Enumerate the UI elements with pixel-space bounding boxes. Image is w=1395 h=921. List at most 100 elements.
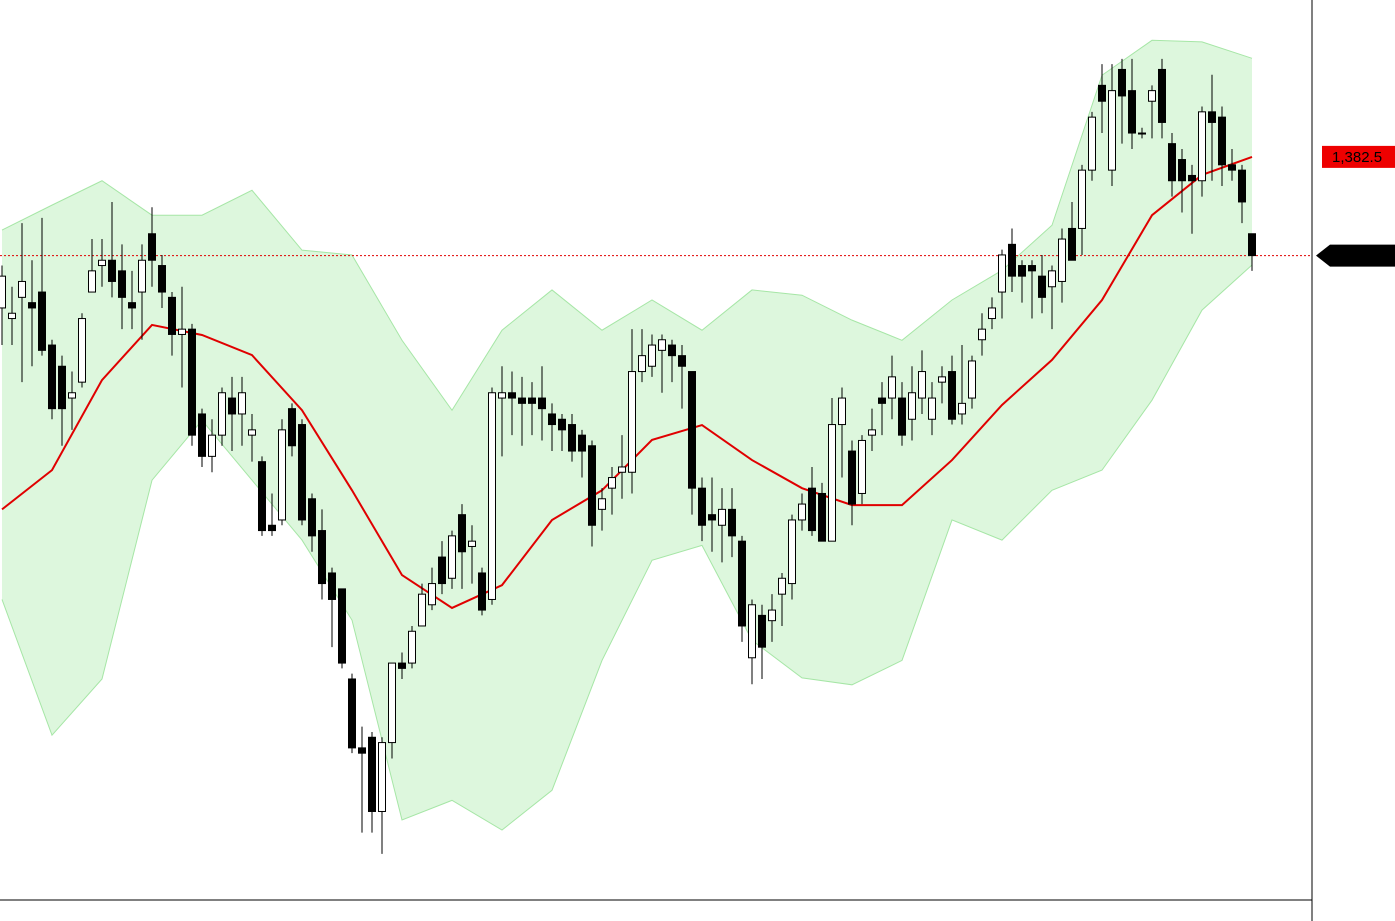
band-fill (2, 40, 1252, 831)
candle-body (238, 392, 246, 415)
candle-body (798, 503, 806, 521)
candle-body (1238, 169, 1246, 203)
candle-body (418, 593, 426, 627)
candle-body (558, 418, 566, 431)
candle-body (648, 344, 656, 367)
candle-body (1108, 90, 1116, 171)
candle-body (1228, 164, 1236, 171)
candle-body (628, 371, 636, 473)
last-price-tag (1316, 244, 1395, 267)
candle-body (1028, 265, 1036, 272)
candle-body (128, 302, 136, 309)
candle-body (348, 678, 356, 749)
candle-body (618, 466, 626, 473)
candle-body (608, 477, 616, 489)
candle-body (278, 429, 286, 521)
candle-body (398, 662, 406, 669)
candle-body (848, 450, 856, 505)
candle-body (858, 439, 866, 494)
candle-body (788, 519, 796, 585)
candle-body (318, 530, 326, 585)
candle-body (828, 424, 836, 542)
candle-body (408, 630, 416, 664)
candle-body (368, 736, 376, 812)
candle-body (98, 259, 106, 267)
candle-body (1078, 169, 1086, 229)
ma-tag (1322, 145, 1395, 168)
candle-body (718, 508, 726, 526)
candle-body (688, 371, 696, 489)
candle-body (698, 487, 706, 526)
candle-body (968, 360, 976, 399)
candle-body (1208, 111, 1216, 123)
candle-body (998, 254, 1006, 293)
candle-body (198, 413, 206, 457)
candle-body (438, 556, 446, 585)
candle-body (668, 344, 676, 357)
candle-body (148, 233, 156, 261)
candle-body (498, 392, 506, 399)
candle-body (1068, 227, 1076, 261)
candle-body (928, 397, 936, 420)
candle-body (378, 742, 386, 812)
candle-body (538, 397, 546, 410)
candle-body (78, 318, 86, 383)
candle-body (748, 604, 756, 659)
candle-body (938, 376, 946, 383)
candle-body (1018, 265, 1026, 277)
candle-body (388, 662, 396, 744)
candle-body (838, 397, 846, 426)
candle-body (808, 487, 816, 532)
candle-body (548, 413, 556, 426)
candle-body (1158, 68, 1166, 123)
candle-body (908, 392, 916, 420)
candle-body (458, 514, 466, 553)
candle-body (528, 397, 536, 404)
candle-body (678, 355, 686, 367)
candle-body (1138, 132, 1146, 135)
candle-body (898, 397, 906, 436)
candle-body (1098, 84, 1106, 102)
candle-body (38, 291, 46, 351)
candle-body (1178, 159, 1186, 182)
candle-body (308, 498, 316, 537)
candle-body (478, 572, 486, 611)
candle-body (818, 492, 826, 542)
candle-body (18, 280, 26, 298)
candle-body (658, 339, 666, 351)
candle-body (708, 514, 716, 521)
candle-body (0, 275, 7, 309)
candle-body (638, 355, 646, 373)
candle-body (1168, 143, 1176, 182)
candle-body (578, 434, 586, 452)
candle-body (1198, 111, 1206, 182)
candle-body (1038, 275, 1046, 298)
candle-body (88, 270, 96, 293)
candle-body (328, 572, 336, 600)
candle-body (268, 524, 276, 532)
candle-body (248, 429, 256, 436)
candle-body (1088, 116, 1096, 171)
candle-body (468, 540, 476, 547)
bollinger-band (0, 39, 1312, 831)
candles (0, 58, 1256, 854)
candle-body (28, 302, 36, 309)
candle-body (228, 397, 236, 415)
middle-band-line (1, 155, 1253, 610)
candle-body (948, 371, 956, 420)
last-price-label: 1,363.88 (1330, 248, 1388, 265)
candle-body (118, 270, 126, 298)
candle-body (1058, 238, 1066, 282)
candle-body (1128, 90, 1136, 134)
candle-body (138, 259, 146, 293)
candle-body (868, 429, 876, 436)
candle-body (758, 614, 766, 648)
candle-body (1218, 116, 1226, 166)
candle-body (258, 461, 266, 532)
candle-body (1248, 233, 1256, 257)
candle-body (158, 265, 166, 293)
candle-body (58, 365, 66, 410)
candle-body (218, 392, 226, 436)
candle-body (518, 397, 526, 404)
